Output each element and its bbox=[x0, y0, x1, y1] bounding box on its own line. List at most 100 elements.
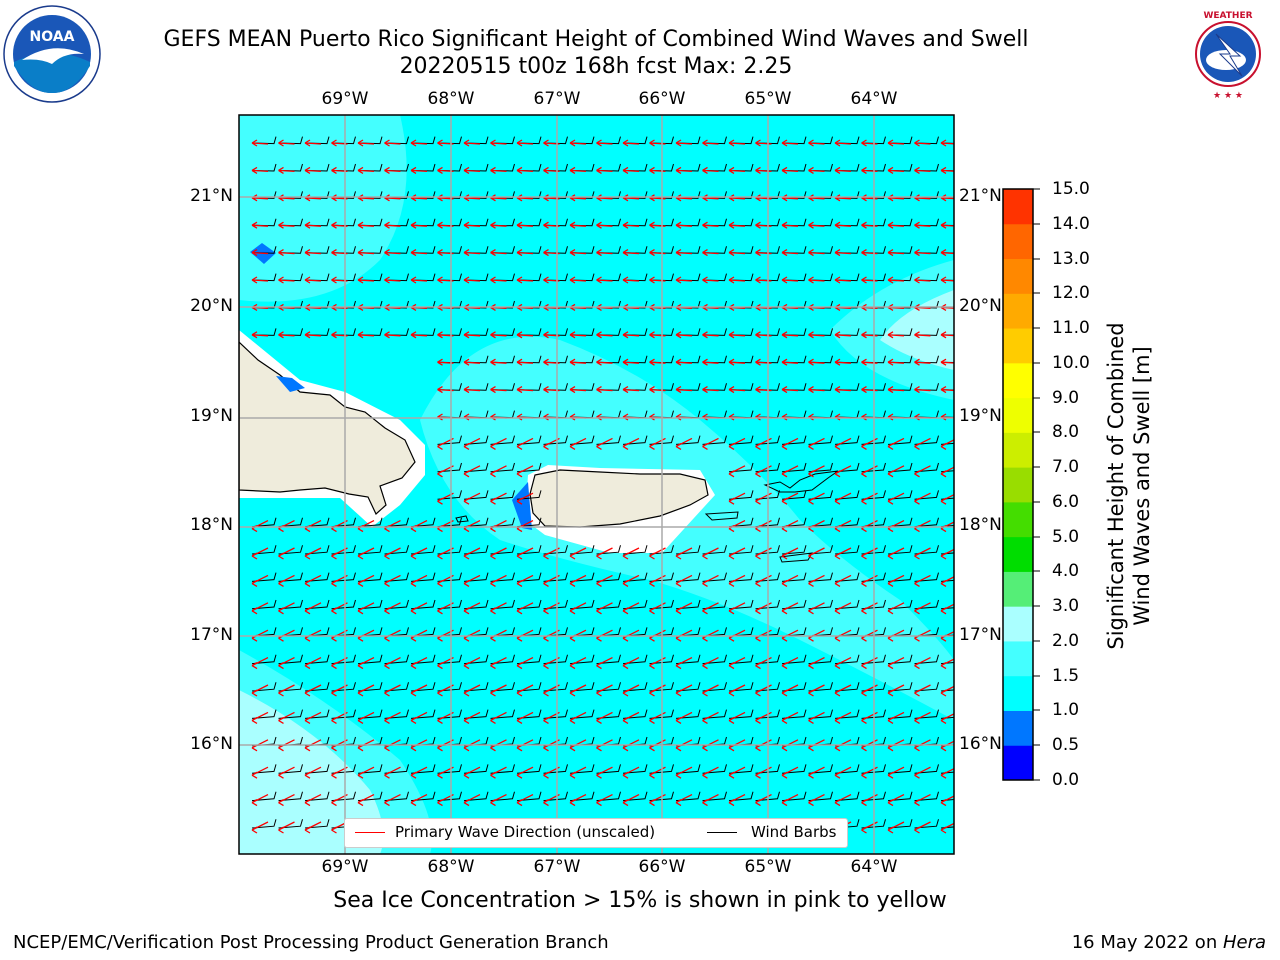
wind-barb bbox=[781, 490, 807, 500]
lat-label-right-18n: 18°N bbox=[959, 515, 1002, 535]
wave-direction-arrow bbox=[728, 166, 746, 174]
wave-direction-arrow bbox=[251, 331, 269, 339]
wave-direction-arrow bbox=[702, 139, 719, 147]
legend-label-wave: Primary Wave Direction (unscaled) bbox=[395, 823, 656, 841]
wind-barb bbox=[357, 709, 383, 719]
wave-direction-arrow bbox=[384, 711, 401, 724]
wind-barb bbox=[622, 545, 648, 555]
colorbar-segment bbox=[1003, 745, 1033, 781]
wave-direction-arrow bbox=[490, 547, 507, 560]
wave-direction-arrow bbox=[728, 574, 746, 587]
wave-direction-arrow bbox=[940, 658, 954, 670]
wave-direction-arrow bbox=[622, 166, 640, 174]
wind-barb bbox=[702, 435, 727, 445]
wind-barb bbox=[516, 572, 542, 582]
wave-direction-arrow bbox=[808, 221, 825, 229]
wind-barb bbox=[463, 791, 489, 802]
wave-direction-arrow bbox=[728, 221, 746, 229]
wind-barb bbox=[861, 791, 886, 802]
wave-direction-arrow bbox=[649, 221, 666, 229]
wave-direction-arrow bbox=[834, 358, 852, 366]
wind-barb bbox=[940, 771, 954, 774]
wave-direction-arrow bbox=[596, 574, 613, 587]
wind-barb bbox=[622, 764, 648, 774]
legend-swatch-wave bbox=[355, 832, 385, 833]
wave-direction-arrow bbox=[834, 221, 852, 229]
wave-direction-arrow bbox=[861, 276, 878, 284]
wind-barb bbox=[808, 517, 833, 528]
wave-direction-arrow bbox=[384, 574, 401, 587]
wave-direction-arrow bbox=[463, 547, 481, 560]
wind-barb bbox=[940, 716, 954, 719]
wave-direction-arrow bbox=[781, 139, 799, 147]
wave-direction-arrow bbox=[808, 657, 825, 670]
wave-direction-arrow bbox=[463, 276, 481, 284]
wave-direction-arrow bbox=[861, 657, 878, 670]
wind-barb bbox=[728, 435, 754, 445]
wind-barb bbox=[702, 599, 727, 610]
wind-barb bbox=[596, 654, 621, 665]
wind-barb bbox=[622, 435, 648, 445]
wave-direction-arrow bbox=[781, 166, 799, 174]
wind-barb bbox=[463, 462, 489, 473]
wind-barb bbox=[781, 572, 807, 582]
wave-direction-arrow bbox=[861, 437, 878, 450]
wave-direction-arrow bbox=[808, 139, 825, 147]
wave-direction-arrow bbox=[914, 249, 931, 257]
wave-direction-arrow bbox=[569, 331, 587, 339]
wind-barb bbox=[834, 764, 860, 774]
wave-direction-arrow bbox=[384, 794, 401, 807]
wave-direction-arrow bbox=[940, 221, 954, 229]
wave-direction-arrow bbox=[490, 437, 507, 450]
wave-direction-arrow bbox=[463, 602, 481, 615]
wave-direction-arrow bbox=[940, 439, 954, 450]
wind-barb bbox=[490, 462, 515, 473]
wind-barb bbox=[808, 462, 833, 473]
wave-direction-arrow bbox=[278, 657, 295, 670]
wave-direction-arrow bbox=[569, 547, 587, 560]
wave-direction-arrow bbox=[490, 386, 507, 394]
wave-direction-arrow bbox=[490, 358, 507, 366]
wave-direction-arrow bbox=[834, 465, 852, 478]
wind-barb bbox=[940, 525, 954, 528]
wind-barb bbox=[781, 462, 807, 473]
wind-barb bbox=[384, 654, 409, 665]
wave-direction-arrow bbox=[384, 602, 401, 615]
land-vieques bbox=[704, 511, 739, 521]
wind-barb bbox=[357, 599, 383, 610]
wave-direction-arrow bbox=[251, 602, 269, 615]
wind-barb bbox=[781, 682, 807, 692]
wave-direction-arrow bbox=[940, 331, 954, 339]
wave-direction-arrow bbox=[914, 139, 931, 147]
wave-direction-arrow bbox=[702, 166, 719, 174]
wave-direction-arrow bbox=[834, 657, 852, 670]
colorbar-segment bbox=[1003, 189, 1033, 225]
wind-barb bbox=[887, 462, 913, 473]
wave-direction-arrow bbox=[304, 139, 322, 147]
wind-barb bbox=[490, 764, 515, 774]
wind-barb bbox=[887, 599, 913, 610]
wind-barb bbox=[304, 791, 330, 802]
wave-direction-arrow bbox=[887, 821, 905, 834]
wind-barb bbox=[463, 682, 489, 692]
wind-barb bbox=[834, 682, 860, 692]
wind-barb bbox=[887, 545, 913, 555]
wind-barb bbox=[304, 654, 330, 665]
wave-direction-arrow bbox=[463, 139, 481, 147]
wave-direction-arrow bbox=[490, 574, 507, 587]
wind-barb bbox=[543, 654, 568, 665]
colorbar-tick-12: 12.0 bbox=[1052, 283, 1090, 303]
wave-direction-arrow bbox=[755, 492, 772, 505]
lat-label-left-17n: 17°N bbox=[190, 625, 233, 645]
lon-label-bottom-68w: 68°W bbox=[427, 857, 475, 877]
wave-direction-arrow bbox=[887, 249, 905, 257]
wave-direction-arrow bbox=[304, 684, 322, 697]
lat-label-right-21n: 21°N bbox=[959, 186, 1002, 206]
wave-direction-arrow bbox=[755, 358, 772, 366]
wind-barb bbox=[251, 572, 277, 582]
wave-direction-arrow bbox=[622, 766, 640, 779]
wave-direction-arrow bbox=[463, 574, 481, 587]
wind-barb bbox=[251, 654, 277, 665]
wave-direction-arrow bbox=[861, 684, 878, 697]
wind-barb bbox=[278, 819, 303, 829]
